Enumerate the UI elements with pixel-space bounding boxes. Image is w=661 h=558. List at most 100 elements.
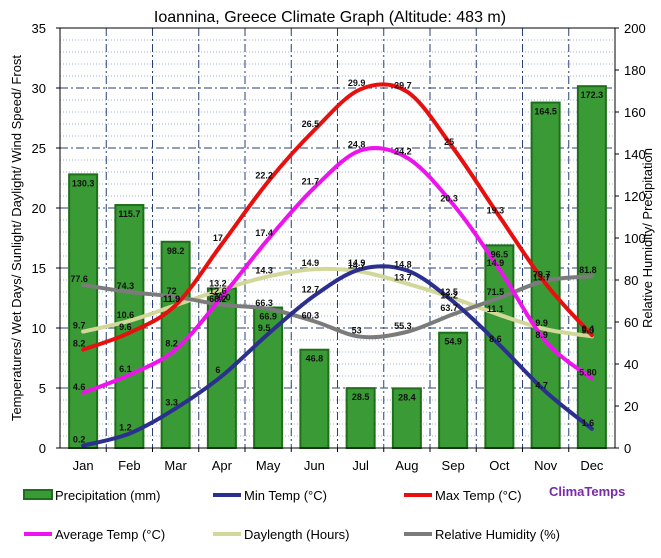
- data-labels: 130.3 115.7 98.2 76.0 66.9 46.8 28.5 28.4 54.9 96…: [70, 78, 603, 444]
- series-value-label: 21.7: [302, 177, 320, 187]
- precipitation-value-label: 98.2: [167, 246, 185, 256]
- precipitation-value-label: 46.8: [306, 354, 324, 364]
- precipitation-value-label: 76.0: [213, 292, 231, 302]
- series-value-label: 10.6: [117, 310, 135, 320]
- legend-label-precipitation-mm: Precipitation (mm): [55, 488, 160, 503]
- series-value-label: 24.2: [394, 147, 412, 157]
- series-value-label: 14.9: [487, 258, 505, 268]
- series-value-label: 3.3: [165, 397, 178, 407]
- series-lines: [81, 82, 594, 448]
- right-tick-label: 140: [624, 147, 646, 162]
- series-value-label: 26.5: [302, 119, 320, 129]
- average-temp-c-line: [81, 146, 594, 395]
- left-tick-label: 30: [32, 81, 46, 96]
- x-tick-label: Jun: [304, 458, 325, 473]
- max-temp-c-line: [81, 82, 594, 352]
- x-tick-label: Jul: [352, 458, 369, 473]
- series-value-label: 6.1: [119, 364, 132, 374]
- series-value-label: 9.3: [582, 325, 595, 335]
- series-value-label: 13.7: [394, 273, 412, 283]
- series-value-label: 71.5: [487, 287, 505, 297]
- series-value-label: 8.9: [535, 330, 548, 340]
- series-value-label: 9.4: [582, 324, 595, 334]
- right-tick-label: 40: [624, 357, 638, 372]
- legend-label-max-temp-c: Max Temp (°C): [435, 488, 522, 503]
- series-value-label: 66.3: [255, 298, 273, 308]
- precipitation-bar-sep: [438, 331, 469, 449]
- series-value-label: 20.3: [440, 193, 458, 203]
- legend-swatch-precipitation-mm: [23, 489, 53, 500]
- series-value-label: 4.6: [73, 382, 86, 392]
- x-tick-label: May: [256, 458, 281, 473]
- legend-label-min-temp-c: Min Temp (°C): [244, 488, 327, 503]
- series-value-label: 55.3: [394, 321, 412, 331]
- series-value-label: 13.2: [209, 279, 227, 289]
- series-value-label: 25: [444, 137, 454, 147]
- series-value-label: 9.7: [73, 321, 86, 331]
- series-value-label: 14.7: [348, 261, 366, 271]
- series-value-label: 14.9: [348, 258, 366, 268]
- series-value-label: 17.4: [255, 228, 273, 238]
- series-value-label: 8.6: [489, 334, 502, 344]
- left-tick-label: 5: [39, 381, 46, 396]
- min-temp-c-line: [81, 264, 594, 448]
- precipitation-value-label: 172.3: [581, 90, 604, 100]
- x-tick-label: Jan: [73, 458, 94, 473]
- series-value-label: 1.2: [119, 423, 132, 433]
- chart-title: Ioannina, Greece Climate Graph (Altitude…: [154, 9, 506, 26]
- precipitation-value-label: 28.5: [352, 392, 370, 402]
- precipitation-value-label: 130.3: [72, 178, 95, 188]
- series-value-label: 13.7: [533, 273, 551, 283]
- series-value-label: 24.8: [348, 139, 366, 149]
- legend-label-daylength-hours: Daylength (Hours): [244, 527, 350, 542]
- series-value-label: 72: [167, 286, 177, 296]
- series-value-label: 11.9: [163, 294, 180, 304]
- series-value-label: 9.9: [535, 318, 548, 328]
- series-value-label: 8.2: [165, 339, 178, 349]
- right-tick-label: 60: [624, 315, 638, 330]
- precipitation-bar-jun: [299, 348, 330, 449]
- series-value-label: 14.8: [394, 259, 412, 269]
- series-value-label: 6: [215, 365, 220, 375]
- series-value-label: 81.8: [579, 265, 597, 275]
- series-value-label: 79.7: [533, 270, 551, 280]
- series-value-label: 12.7: [302, 285, 320, 295]
- series-value-label: 9.6: [119, 322, 132, 332]
- relative-humidity-line: [81, 274, 594, 340]
- brand-label: ClimaTemps: [549, 484, 625, 499]
- left-tick-label: 35: [32, 21, 46, 36]
- legend-label-average-temp-c: Average Temp (°C): [55, 527, 165, 542]
- left-axis-title: Temperatures/ Wet Days/ Sunlight/ Daylig…: [9, 55, 24, 421]
- series-value-label: 9.5: [258, 323, 271, 333]
- right-tick-label: 180: [624, 63, 646, 78]
- series-value-label: 14.3: [255, 265, 273, 275]
- series-value-label: 11.9: [163, 294, 180, 304]
- series-value-label: 19.3: [487, 205, 505, 215]
- x-tick-label: Dec: [580, 458, 604, 473]
- series-value-label: 29.9: [348, 78, 366, 88]
- series-value-label: 22.2: [255, 171, 273, 181]
- right-tick-label: 0: [624, 441, 631, 456]
- precipitation-bar-dec: [576, 85, 607, 449]
- axes: 0 5 10 15 20 25 30 35 0 20 40 60 80 100 120 140 160 180 20…: [9, 21, 655, 473]
- series-value-label: 1.6: [582, 418, 595, 428]
- series-value-label: 74.3: [117, 281, 135, 291]
- series-value-label: 60.3: [302, 310, 320, 320]
- left-tick-label: 0: [39, 441, 46, 456]
- series-value-label: 12.2: [440, 291, 458, 301]
- precipitation-value-label: 164.5: [534, 107, 557, 117]
- right-tick-label: 200: [624, 21, 646, 36]
- right-tick-label: 80: [624, 273, 638, 288]
- series-value-label: 14.9: [302, 258, 320, 268]
- x-tick-label: Apr: [212, 458, 233, 473]
- series-value-label: 8.2: [73, 339, 86, 349]
- series-value-label: 4.7: [535, 381, 548, 391]
- left-tick-label: 20: [32, 201, 46, 216]
- series-value-label: 29.7: [394, 81, 412, 91]
- series-value-label: 77.6: [70, 274, 88, 284]
- precipitation-value-label: 54.9: [444, 337, 462, 347]
- right-tick-label: 20: [624, 399, 638, 414]
- series-value-label: 12.6: [209, 286, 227, 296]
- left-tick-label: 10: [32, 321, 46, 336]
